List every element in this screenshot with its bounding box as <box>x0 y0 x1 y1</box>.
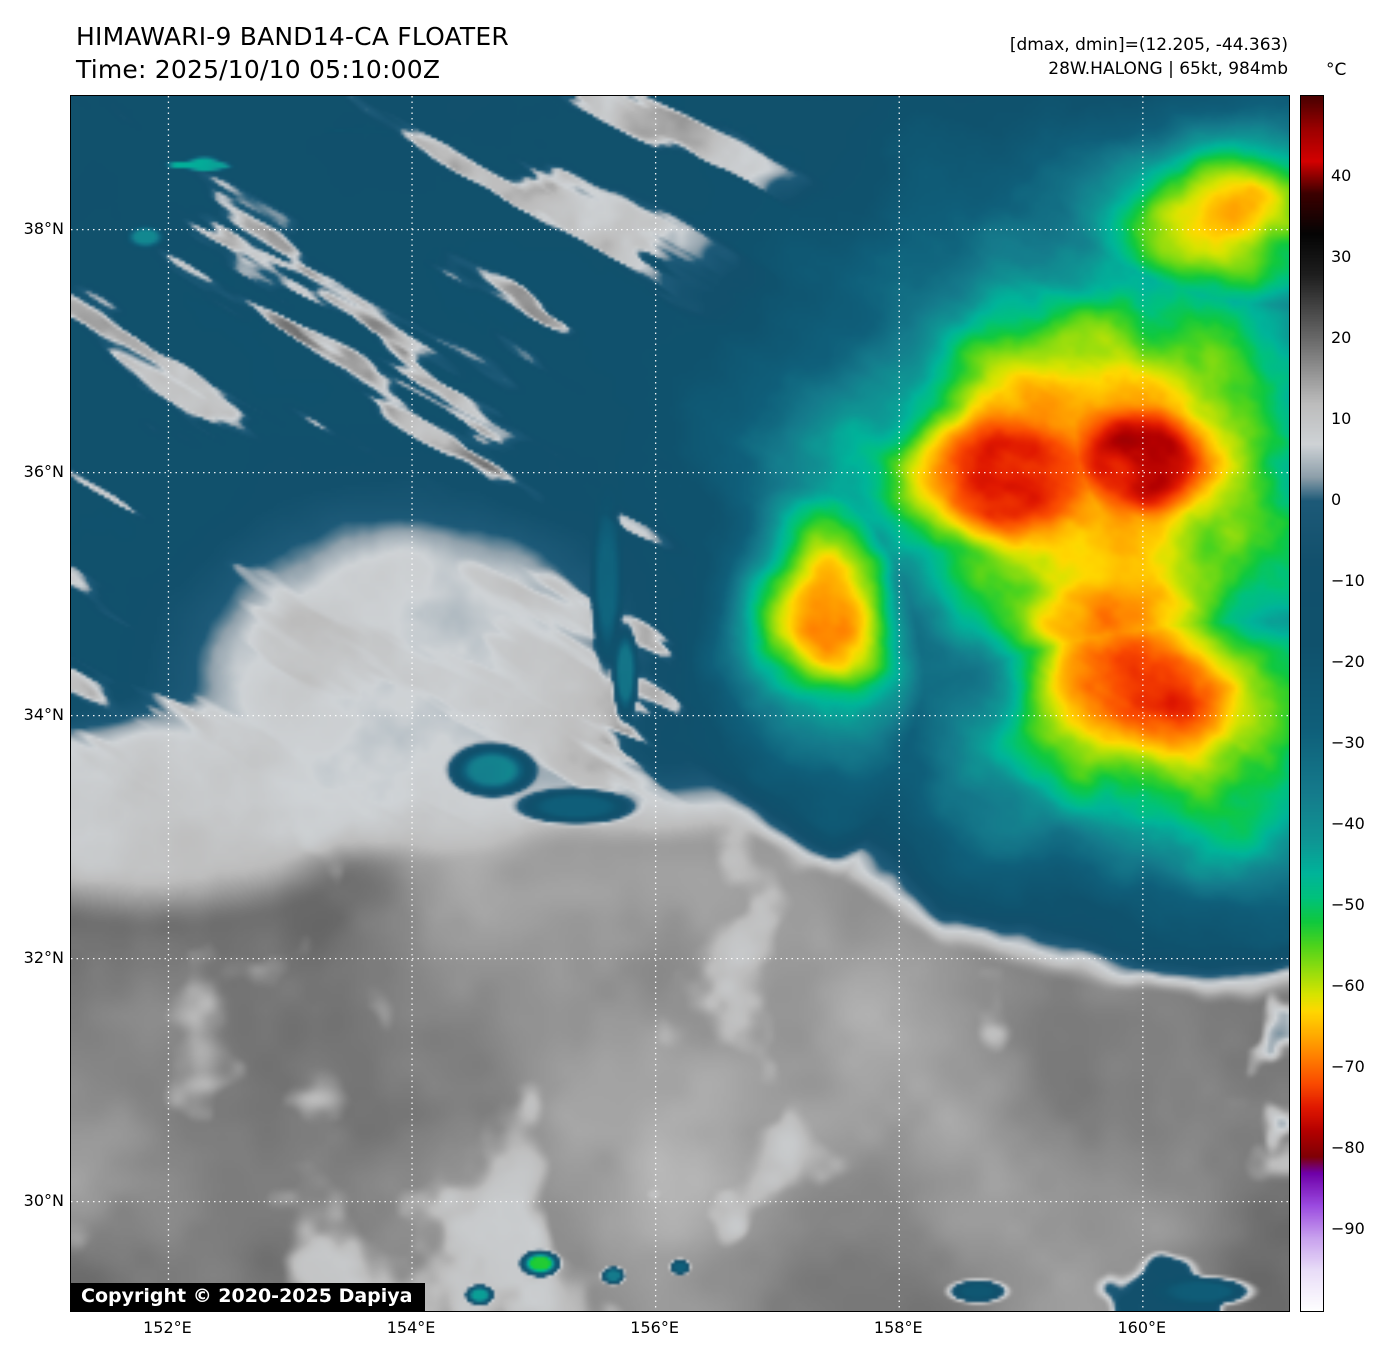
colorbar-frame <box>1300 95 1324 1312</box>
colorbar-tick-label: 0 <box>1331 490 1342 509</box>
colorbar-tick-label: 30 <box>1331 247 1352 266</box>
lon-tick-label: 154°E <box>386 1318 436 1337</box>
map-frame: Copyright © 2020-2025 Dapiya <box>70 95 1290 1312</box>
colorbar-tick-label: −20 <box>1331 652 1365 671</box>
satellite-image-canvas <box>71 96 1289 1311</box>
lon-tick-label: 158°E <box>873 1318 923 1337</box>
colorbar-tick-label: 20 <box>1331 328 1352 347</box>
latlon-grid <box>71 96 1289 1311</box>
colorbar-tick-label: −30 <box>1331 733 1365 752</box>
product-time: Time: 2025/10/10 05:10:00Z <box>76 55 441 84</box>
colorbar-tick-label: 10 <box>1331 409 1352 428</box>
title-block: HIMAWARI-9 BAND14-CA FLOATER Time: 2025/… <box>76 20 509 86</box>
lon-tick-label: 160°E <box>1117 1318 1167 1337</box>
colorbar-tick-label: −70 <box>1331 1057 1365 1076</box>
copyright-badge: Copyright © 2020-2025 Dapiya <box>71 1283 426 1311</box>
lat-tick-label: 36°N <box>23 461 64 481</box>
colorbar-tick-label: −90 <box>1331 1219 1365 1238</box>
dmax-dmin-annotation: [dmax, dmin]=(12.205, -44.363) <box>1009 35 1288 55</box>
lat-tick-label: 38°N <box>23 218 64 238</box>
colorbar-tick-label: −10 <box>1331 571 1365 590</box>
colorbar-tick-label: 40 <box>1331 166 1352 185</box>
colorbar-tick-label: −60 <box>1331 976 1365 995</box>
product-title: HIMAWARI-9 BAND14-CA FLOATER <box>76 22 509 51</box>
colorbar-unit-label: °C <box>1326 60 1347 80</box>
lon-tick-label: 152°E <box>143 1318 192 1337</box>
annotation-block: [dmax, dmin]=(12.205, -44.363) 28W.HALON… <box>1010 33 1288 81</box>
lat-tick-label: 34°N <box>23 704 64 724</box>
colorbar-gradient <box>1301 96 1323 1311</box>
storm-info-annotation: 28W.HALONG | 65kt, 984mb <box>1048 59 1288 79</box>
lat-tick-label: 32°N <box>23 947 64 967</box>
lat-tick-label: 30°N <box>23 1190 64 1210</box>
colorbar-tick-label: −50 <box>1331 895 1365 914</box>
colorbar-tick-label: −80 <box>1331 1138 1365 1157</box>
lon-tick-label: 156°E <box>630 1318 679 1337</box>
colorbar-tick-label: −40 <box>1331 814 1365 833</box>
